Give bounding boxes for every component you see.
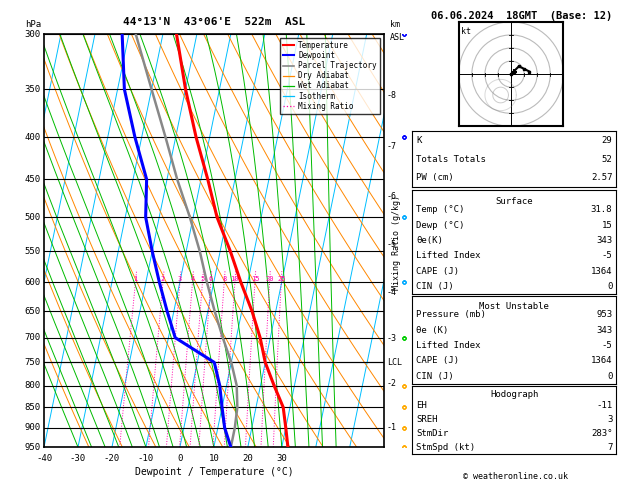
Text: 953: 953	[596, 310, 613, 319]
Text: Hodograph: Hodograph	[490, 390, 538, 399]
Text: 20: 20	[265, 277, 274, 282]
Text: -5: -5	[601, 251, 613, 260]
Text: 0: 0	[177, 454, 182, 464]
Text: CIN (J): CIN (J)	[416, 282, 454, 291]
Text: 450: 450	[25, 175, 41, 184]
Text: km: km	[390, 20, 400, 29]
Text: 400: 400	[25, 133, 41, 141]
Text: 343: 343	[596, 326, 613, 334]
Text: θe(K): θe(K)	[416, 236, 443, 245]
Text: K: K	[416, 136, 421, 145]
Text: -8: -8	[387, 91, 397, 100]
Text: CAPE (J): CAPE (J)	[416, 356, 459, 365]
Text: 30: 30	[276, 454, 287, 464]
Text: 8: 8	[222, 277, 226, 282]
Text: 2.57: 2.57	[591, 174, 613, 182]
Text: 350: 350	[25, 85, 41, 94]
Text: -3: -3	[387, 334, 397, 343]
Text: -40: -40	[36, 454, 52, 464]
Text: 5: 5	[200, 277, 204, 282]
Text: 343: 343	[596, 236, 613, 245]
Text: 550: 550	[25, 247, 41, 256]
Text: Totals Totals: Totals Totals	[416, 155, 486, 164]
Text: 950: 950	[25, 443, 41, 451]
Text: -7: -7	[387, 142, 397, 151]
Text: StmDir: StmDir	[416, 429, 448, 438]
Text: 600: 600	[25, 278, 41, 287]
Text: 3: 3	[607, 415, 613, 424]
Text: 300: 300	[25, 30, 41, 38]
Text: 7: 7	[607, 443, 613, 452]
Text: © weatheronline.co.uk: © weatheronline.co.uk	[464, 472, 568, 481]
Text: Mixing Ratio (g/kg): Mixing Ratio (g/kg)	[392, 195, 401, 291]
Text: Dewpoint / Temperature (°C): Dewpoint / Temperature (°C)	[135, 467, 293, 477]
Text: -2: -2	[387, 379, 397, 388]
Text: CAPE (J): CAPE (J)	[416, 266, 459, 276]
Text: 29: 29	[601, 136, 613, 145]
Text: Temp (°C): Temp (°C)	[416, 205, 464, 214]
Text: 52: 52	[601, 155, 613, 164]
Text: 44°13'N  43°06'E  522m  ASL: 44°13'N 43°06'E 522m ASL	[123, 17, 305, 27]
Text: 20: 20	[242, 454, 253, 464]
Text: 31.8: 31.8	[591, 205, 613, 214]
Text: -5: -5	[387, 241, 397, 249]
Text: 1364: 1364	[591, 356, 613, 365]
Text: θe (K): θe (K)	[416, 326, 448, 334]
Text: Lifted Index: Lifted Index	[416, 341, 481, 350]
Text: 500: 500	[25, 212, 41, 222]
Text: -1: -1	[387, 423, 397, 432]
Text: CIN (J): CIN (J)	[416, 372, 454, 381]
Text: 2: 2	[161, 277, 165, 282]
Text: 0: 0	[607, 372, 613, 381]
Text: 25: 25	[277, 277, 286, 282]
Text: -10: -10	[138, 454, 154, 464]
Text: 4: 4	[191, 277, 194, 282]
Text: 283°: 283°	[591, 429, 613, 438]
Text: ASL: ASL	[390, 33, 405, 42]
Text: Most Unstable: Most Unstable	[479, 302, 549, 311]
Text: -5: -5	[601, 341, 613, 350]
Text: Surface: Surface	[496, 197, 533, 206]
Text: 900: 900	[25, 423, 41, 432]
Legend: Temperature, Dewpoint, Parcel Trajectory, Dry Adiabat, Wet Adiabat, Isotherm, Mi: Temperature, Dewpoint, Parcel Trajectory…	[280, 38, 380, 114]
Text: 800: 800	[25, 381, 41, 390]
Text: 750: 750	[25, 358, 41, 367]
Text: Pressure (mb): Pressure (mb)	[416, 310, 486, 319]
Text: 6: 6	[209, 277, 213, 282]
Text: 10: 10	[208, 454, 220, 464]
Text: LCL: LCL	[387, 358, 402, 367]
Text: -4: -4	[387, 288, 397, 296]
Text: 3: 3	[178, 277, 182, 282]
Text: 0: 0	[607, 282, 613, 291]
Text: 06.06.2024  18GMT  (Base: 12): 06.06.2024 18GMT (Base: 12)	[431, 11, 613, 21]
Text: 15: 15	[601, 221, 613, 229]
Text: PW (cm): PW (cm)	[416, 174, 454, 182]
Text: kt: kt	[462, 27, 471, 36]
Text: 850: 850	[25, 403, 41, 412]
Text: -20: -20	[104, 454, 120, 464]
Text: -30: -30	[70, 454, 86, 464]
Text: Dewp (°C): Dewp (°C)	[416, 221, 464, 229]
Text: Lifted Index: Lifted Index	[416, 251, 481, 260]
Text: StmSpd (kt): StmSpd (kt)	[416, 443, 475, 452]
Text: 650: 650	[25, 307, 41, 315]
Text: -11: -11	[596, 401, 613, 410]
Text: 1364: 1364	[591, 266, 613, 276]
Text: hPa: hPa	[25, 20, 41, 29]
Text: EH: EH	[416, 401, 427, 410]
Text: 10: 10	[231, 277, 239, 282]
Text: SREH: SREH	[416, 415, 438, 424]
Text: 1: 1	[133, 277, 138, 282]
Text: 15: 15	[251, 277, 259, 282]
Text: -6: -6	[387, 192, 397, 201]
Text: 700: 700	[25, 333, 41, 342]
